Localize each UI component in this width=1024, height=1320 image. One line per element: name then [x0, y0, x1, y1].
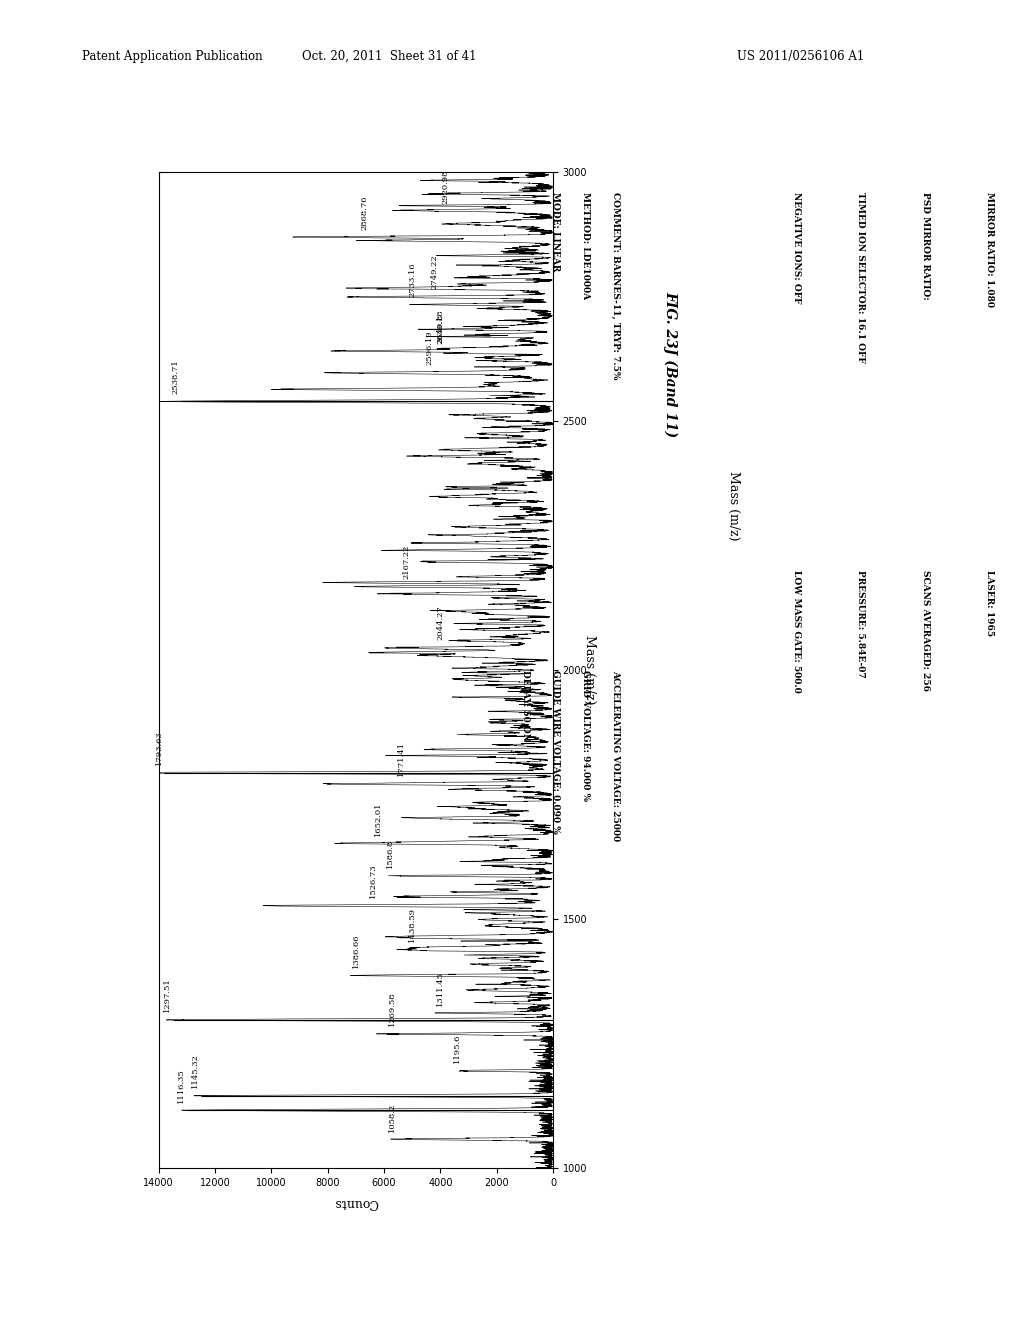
Y-axis label: Mass (m/z): Mass (m/z)	[583, 635, 596, 705]
Text: 1058.2: 1058.2	[388, 1102, 396, 1131]
Text: 1195.6: 1195.6	[454, 1034, 461, 1063]
Text: Mass (m/z): Mass (m/z)	[727, 470, 740, 540]
Text: GUIDE WIRE VOLTAGE: 0.090 %: GUIDE WIRE VOLTAGE: 0.090 %	[551, 669, 560, 834]
Text: 1771.41: 1771.41	[397, 742, 404, 776]
Text: LASER: 1965: LASER: 1965	[985, 570, 994, 636]
Text: TIMED ION SELECTOR: 16.1 OFF: TIMED ION SELECTOR: 16.1 OFF	[856, 191, 865, 362]
Text: 1116.35: 1116.35	[177, 1068, 185, 1102]
Text: MODE: LINEAR: MODE: LINEAR	[551, 191, 560, 271]
Text: 2920.98: 2920.98	[442, 169, 450, 203]
Text: PSD MIRROR RATIO:: PSD MIRROR RATIO:	[921, 191, 930, 300]
Text: ACCELERATING VOLTAGE: 25000: ACCELERATING VOLTAGE: 25000	[611, 669, 621, 841]
Text: COMMENT: BARNES-11, TRYP: 7.5%: COMMENT: BARNES-11, TRYP: 7.5%	[611, 191, 621, 379]
Text: DELAY: 50 ON: DELAY: 50 ON	[521, 669, 530, 741]
Text: SCANS AVERAGED: 256: SCANS AVERAGED: 256	[921, 570, 930, 692]
Text: NEGATIVE IONS: OFF: NEGATIVE IONS: OFF	[792, 191, 801, 304]
Text: 1438.59: 1438.59	[409, 907, 416, 942]
Text: 1297.51: 1297.51	[163, 978, 171, 1012]
Text: 2640.8: 2640.8	[436, 314, 444, 343]
Text: GRID VOLTAGE: 94.000 %: GRID VOLTAGE: 94.000 %	[582, 669, 590, 801]
Text: 1793.63: 1793.63	[155, 730, 163, 766]
Text: 1386.66: 1386.66	[352, 933, 359, 968]
Text: MIRROR RATIO: 1.080: MIRROR RATIO: 1.080	[985, 191, 994, 306]
Text: LOW MASS GATE: 500.0: LOW MASS GATE: 500.0	[792, 570, 801, 693]
Text: 2733.16: 2733.16	[409, 263, 416, 297]
Text: 2167.22: 2167.22	[402, 545, 411, 579]
Text: 1526.73: 1526.73	[369, 863, 377, 898]
Text: PRESSURE: 5.84E-07: PRESSURE: 5.84E-07	[856, 570, 865, 678]
Text: Patent Application Publication: Patent Application Publication	[82, 50, 262, 63]
X-axis label: Counts: Counts	[334, 1196, 378, 1209]
Text: 2639.18: 2639.18	[436, 309, 444, 345]
Text: Oct. 20, 2011  Sheet 31 of 41: Oct. 20, 2011 Sheet 31 of 41	[302, 50, 476, 63]
Text: 1145.32: 1145.32	[191, 1053, 200, 1088]
Text: 1269.58: 1269.58	[388, 991, 396, 1027]
Text: 2749.22: 2749.22	[431, 255, 438, 289]
Text: METHOD: LDE1000A: METHOD: LDE1000A	[582, 191, 590, 298]
Text: 1586.8: 1586.8	[386, 840, 393, 869]
Text: FIG. 23J (Band 11): FIG. 23J (Band 11)	[663, 292, 677, 437]
Text: 2538.71: 2538.71	[172, 359, 179, 393]
Text: 2596.19: 2596.19	[425, 331, 433, 366]
Text: US 2011/0256106 A1: US 2011/0256106 A1	[737, 50, 864, 63]
Text: 2044.27: 2044.27	[436, 606, 444, 640]
Text: 1311.45: 1311.45	[436, 970, 444, 1006]
Text: 1652.01: 1652.01	[375, 801, 382, 836]
Text: 2868.76: 2868.76	[360, 195, 369, 230]
